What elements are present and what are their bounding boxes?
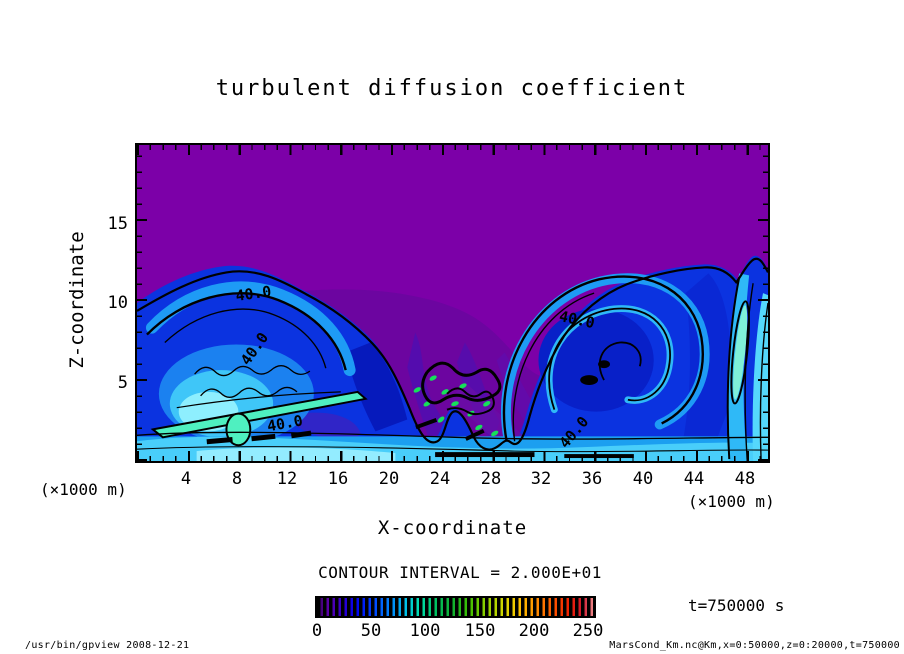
x-tick-label: 44 xyxy=(683,469,705,489)
colorbar-tick-label: 50 xyxy=(360,621,382,641)
colorbar-tick-label: 0 xyxy=(311,621,323,641)
footer-dataset-info: MarsCond_Km.nc@Km,x=0:50000,z=0:20000,t=… xyxy=(609,640,900,651)
contour-label: 40.0 xyxy=(266,411,305,435)
x-tick-label: 12 xyxy=(276,469,298,489)
aqua-filament xyxy=(150,390,368,447)
contour-plot-area: 40.0 40.0 40.0 40.0 40.0 xyxy=(135,143,770,463)
y-axis-unit-label: (×1000 m) xyxy=(40,480,127,499)
x-axis-unit-label: (×1000 m) xyxy=(688,492,775,511)
x-tick-label: 28 xyxy=(480,469,502,489)
x-tick-label: 36 xyxy=(581,469,603,489)
x-axis-label: X-coordinate xyxy=(377,517,528,539)
y-axis-label: Z-coordinate xyxy=(66,231,88,369)
colorbar-tick-label: 250 xyxy=(572,621,604,641)
x-tick-label: 24 xyxy=(429,469,451,489)
colorbar xyxy=(315,596,596,618)
footer-program-info: /usr/bin/gpview 2008-12-21 xyxy=(25,640,190,651)
x-tick-label: 32 xyxy=(530,469,552,489)
left-vortex xyxy=(145,281,356,444)
y-tick-label: 5 xyxy=(117,373,128,393)
x-tick-label: 16 xyxy=(327,469,349,489)
turbulence-field-plot: 40.0 40.0 40.0 40.0 40.0 xyxy=(137,145,768,461)
colorbar-tick-label: 150 xyxy=(464,621,496,641)
colorbar-tick-label: 100 xyxy=(409,621,441,641)
page-title: turbulent diffusion coefficient xyxy=(215,76,689,101)
time-label: t=750000 s xyxy=(688,596,785,615)
y-tick-label: 10 xyxy=(107,293,128,313)
x-tick-label: 8 xyxy=(231,469,243,489)
x-tick-label: 4 xyxy=(180,469,192,489)
x-tick-label: 20 xyxy=(378,469,400,489)
x-tick-label: 40 xyxy=(632,469,654,489)
contour-interval-text: CONTOUR INTERVAL = 2.000E+01 xyxy=(318,563,602,582)
colorbar-tick-label: 200 xyxy=(518,621,550,641)
x-tick-label: 48 xyxy=(734,469,756,489)
contour-label: 40.0 xyxy=(234,282,272,305)
contour-lines xyxy=(137,257,768,460)
y-tick-label: 15 xyxy=(107,214,128,234)
